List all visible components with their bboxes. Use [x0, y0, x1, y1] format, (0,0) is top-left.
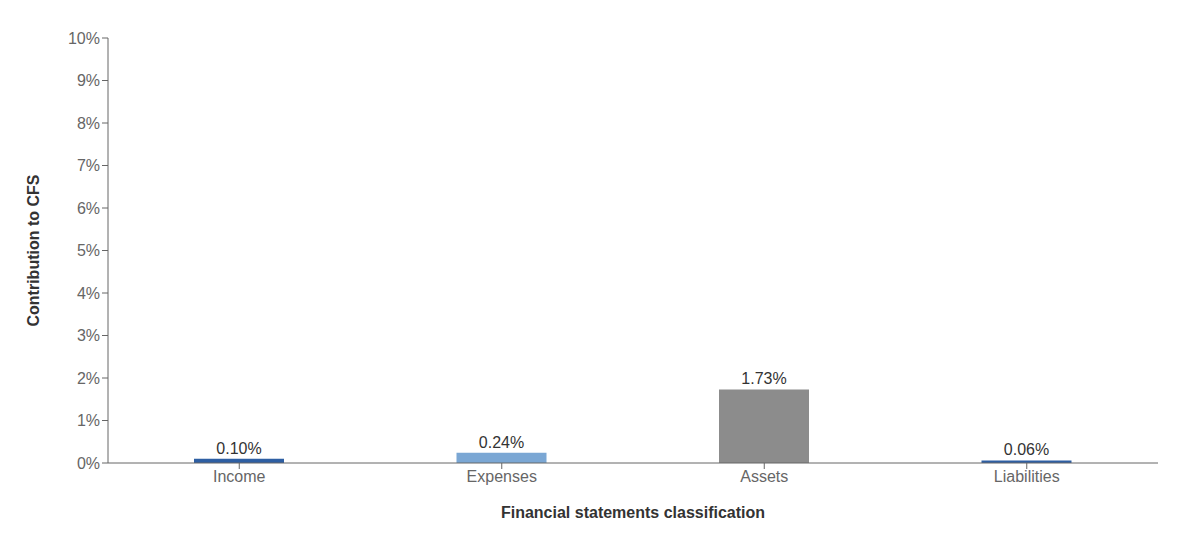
svg-text:Liabilities: Liabilities [994, 468, 1060, 485]
svg-text:4%: 4% [77, 285, 100, 302]
svg-text:1%: 1% [77, 412, 100, 429]
svg-text:5%: 5% [77, 242, 100, 259]
svg-text:0%: 0% [77, 455, 100, 472]
svg-text:Financial statements classific: Financial statements classification [501, 504, 765, 521]
svg-text:0.06%: 0.06% [1004, 441, 1049, 458]
svg-text:6%: 6% [77, 200, 100, 217]
svg-text:Contribution to CFS: Contribution to CFS [25, 174, 42, 326]
svg-text:Income: Income [213, 468, 266, 485]
svg-text:8%: 8% [77, 115, 100, 132]
svg-text:0.10%: 0.10% [216, 440, 261, 457]
svg-text:3%: 3% [77, 327, 100, 344]
svg-text:Expenses: Expenses [467, 468, 537, 485]
svg-text:7%: 7% [77, 157, 100, 174]
svg-text:2%: 2% [77, 370, 100, 387]
svg-text:0.24%: 0.24% [479, 434, 524, 451]
svg-text:9%: 9% [77, 72, 100, 89]
svg-text:10%: 10% [68, 30, 100, 47]
svg-text:1.73%: 1.73% [741, 370, 786, 387]
svg-text:Assets: Assets [740, 468, 788, 485]
